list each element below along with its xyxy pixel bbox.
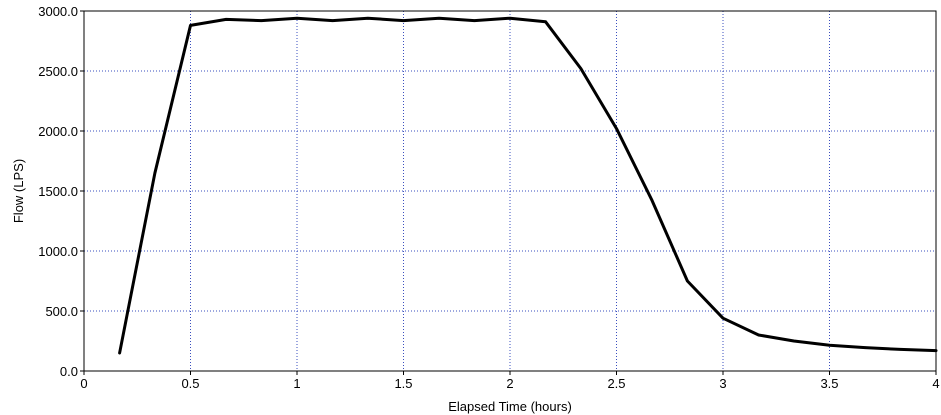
data-point [118, 351, 121, 355]
data-point [721, 317, 725, 320]
y-tick-labels: 0.0 500.0 1000.0 1500.0 2000.0 2500.0 3000.0 [38, 4, 78, 379]
x-axis-title: Elapsed Time (hours) [448, 399, 572, 414]
y-tick-label: 1500.0 [38, 184, 78, 199]
data-point [863, 346, 867, 349]
data-point [899, 348, 902, 351]
data-point [260, 19, 263, 22]
flow-series-line [118, 16, 938, 355]
x-tick-label: 0.5 [181, 376, 199, 391]
y-tick-label: 2500.0 [38, 64, 78, 79]
x-tick-labels: 0 0.5 1 1.5 2 2.5 3 3.5 4 [80, 376, 939, 391]
plot-frame [83, 10, 937, 372]
data-point [828, 344, 831, 347]
data-point [331, 19, 334, 22]
data-point [508, 17, 512, 20]
x-tick-label: 3 [719, 376, 726, 391]
data-point [650, 199, 654, 202]
data-point [686, 279, 689, 283]
data-point [757, 333, 760, 337]
x-tick-label: 1.5 [394, 376, 412, 391]
plot-area-frame [80, 10, 937, 375]
data-point [934, 349, 938, 352]
y-tick-label: 1000.0 [38, 244, 78, 259]
x-tick-label: 2 [506, 376, 513, 391]
y-tick-label: 500.0 [45, 304, 78, 319]
x-tick-label: 0 [80, 376, 87, 391]
x-tick-label: 1 [293, 376, 300, 391]
x-tick-label: 2.5 [607, 376, 625, 391]
data-point [295, 17, 299, 20]
data-point [792, 339, 796, 343]
data-point [544, 20, 547, 23]
series-group [118, 16, 938, 355]
data-point [615, 127, 618, 130]
x-tick-label: 4 [932, 376, 939, 391]
y-tick-label: 0.0 [60, 364, 78, 379]
grid-lines [84, 11, 936, 371]
y-tick-label: 2000.0 [38, 124, 78, 139]
data-point [402, 19, 405, 22]
data-point [189, 24, 192, 27]
data-point [153, 171, 157, 175]
data-point [366, 17, 370, 20]
data-point [224, 18, 228, 21]
x-tick-label: 3.5 [820, 376, 838, 391]
data-point [579, 67, 583, 70]
y-tick-label: 3000.0 [38, 4, 78, 19]
data-point [437, 17, 441, 20]
y-axis-title: Flow (LPS) [11, 159, 26, 223]
data-point [473, 19, 476, 22]
